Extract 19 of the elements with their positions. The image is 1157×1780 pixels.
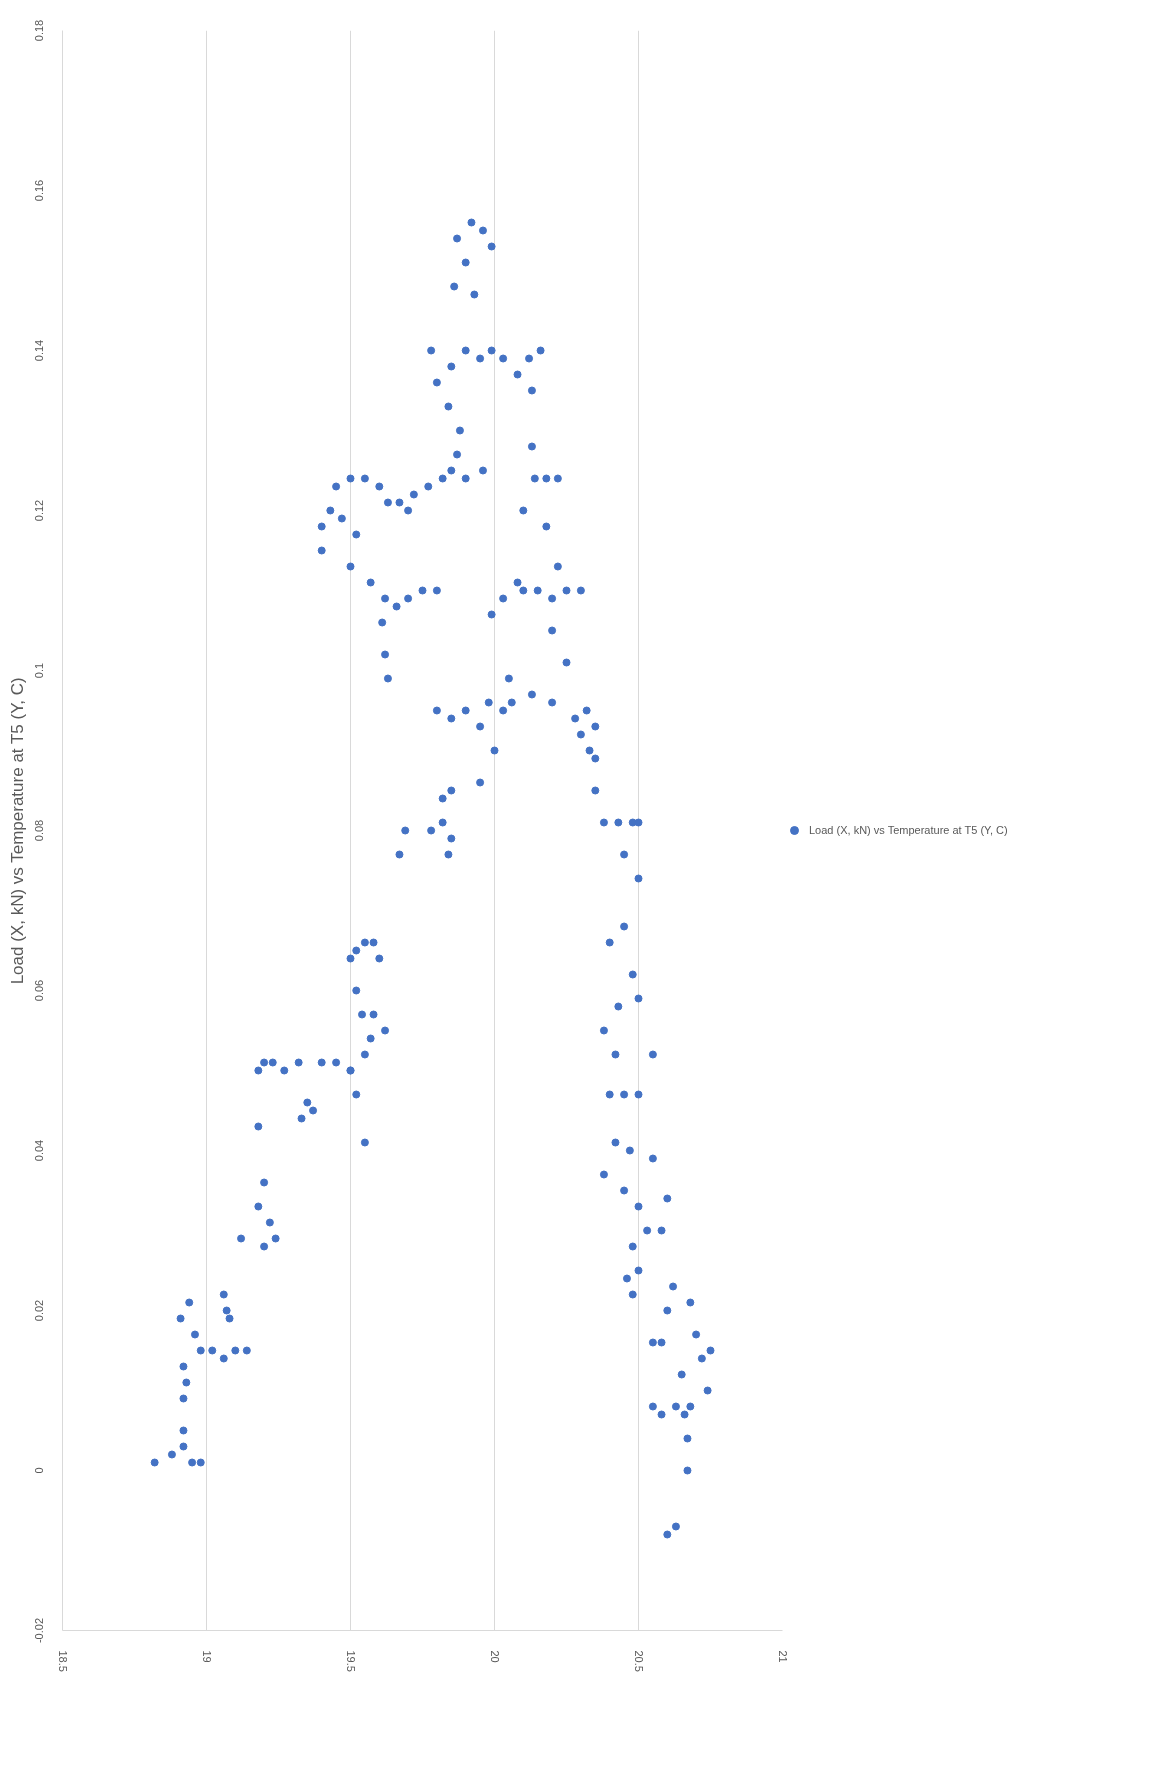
y-tick-label: 0.04 [32,1139,45,1162]
y-tick-label: 0 [32,1467,45,1474]
y-tick-label: 0.12 [32,499,45,522]
y-tick-label: 0.16 [32,179,45,202]
y-tick-label: 0.06 [32,979,45,1002]
x-tick-label: 20.5 [632,1650,645,1672]
y-tick-label: 0.1 [32,662,45,679]
x-tick-label: 19.5 [344,1650,357,1672]
legend-label: Load (X, kN) vs Temperature at T5 (Y, C) [809,824,1008,836]
y-tick-label: 0.18 [32,19,45,42]
x-tick-label: 20 [488,1650,501,1663]
y-tick-label: 0.02 [32,1299,45,1322]
y-tick-label: 0.14 [32,339,45,362]
x-tick-label: 18.5 [56,1650,69,1672]
y-tick-label: -0.02 [32,1617,45,1644]
x-tick-label: 19 [200,1650,213,1663]
y-tick-label: 0.08 [32,819,45,842]
text: Load (X, kN) vs Temperature at T5 (Y, C) [7,677,27,985]
x-tick-label: 21 [776,1650,789,1663]
